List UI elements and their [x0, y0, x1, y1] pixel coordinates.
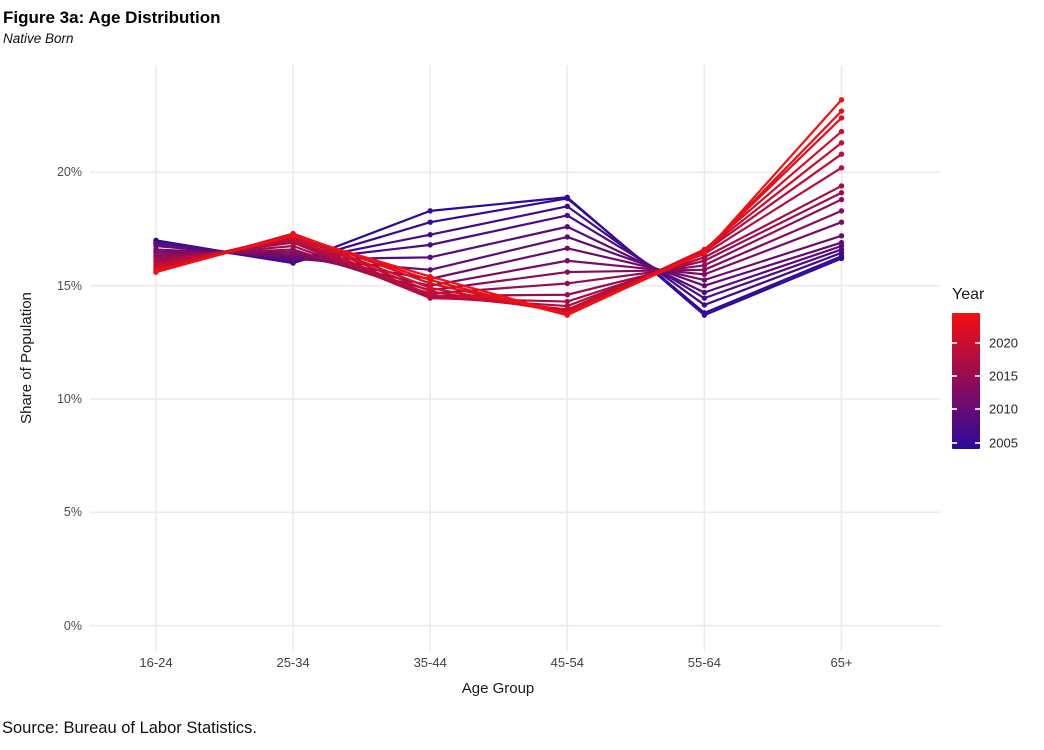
data-point: [838, 233, 845, 239]
x-tick-label: 25-34: [276, 655, 310, 670]
data-point: [564, 298, 570, 305]
data-point: [564, 311, 570, 317]
y-tick-label: 15%: [56, 278, 82, 293]
data-point: [838, 196, 845, 203]
data-point: [564, 212, 570, 219]
legend-tick-mark: [975, 375, 980, 377]
data-point: [427, 242, 433, 248]
x-tick-label: 35-44: [413, 655, 447, 670]
legend-tick-mark: [952, 441, 957, 444]
data-point: [838, 165, 845, 171]
data-point: [838, 190, 845, 196]
year-line-2023: [155, 99, 843, 316]
data-point: [427, 219, 433, 225]
year-line-2013: [155, 209, 842, 292]
data-point: [564, 203, 570, 210]
legend-tick-mark: [952, 341, 957, 344]
data-point: [427, 273, 433, 280]
data-point: [838, 151, 845, 157]
data-point: [427, 254, 433, 261]
year-line-2012: [155, 221, 842, 287]
data-point: [290, 233, 296, 239]
gridlines: [90, 65, 940, 651]
data-point: [701, 282, 708, 289]
legend-tick-mark: [975, 408, 980, 411]
data-point: [701, 302, 708, 308]
data-point: [564, 258, 570, 264]
data-point: [701, 295, 708, 301]
figure-title: Figure 3a: Age Distribution: [3, 8, 221, 27]
data-point: [701, 271, 708, 278]
data-point: [564, 292, 570, 298]
legend-tick-mark: [975, 441, 980, 444]
year-line-2011: [155, 234, 842, 282]
legend-year-label: 2020: [989, 335, 1018, 351]
legend-colorbar: [952, 313, 980, 449]
y-axis-title: Share of Population: [18, 292, 35, 424]
x-tick-label: 65+: [830, 655, 853, 670]
y-tick-label: 10%: [56, 392, 82, 407]
year-series-lines: [153, 97, 845, 318]
data-point: [838, 239, 845, 246]
data-point: [564, 195, 570, 202]
data-point: [153, 268, 159, 274]
data-point: [838, 128, 845, 135]
data-point: [564, 280, 570, 287]
source-note: Source: Bureau of Labor Statistics.: [2, 719, 257, 737]
x-axis-title: Age Group: [461, 680, 535, 697]
data-point: [838, 208, 845, 214]
data-point: [701, 250, 708, 256]
data-point: [564, 269, 570, 275]
data-point: [838, 108, 845, 114]
x-tick-label: 55-64: [687, 655, 722, 670]
legend-year-label: 2015: [989, 368, 1018, 384]
y-tick-label: 20%: [56, 165, 82, 180]
data-point: [838, 140, 845, 146]
data-point: [427, 267, 433, 273]
legend-year-label: 2005: [989, 435, 1018, 451]
data-point: [701, 277, 708, 283]
y-tick-label: 0%: [63, 618, 82, 633]
legend-year-label: 2010: [989, 401, 1018, 417]
year-line-2010: [155, 235, 842, 287]
legend-tick-mark: [952, 375, 957, 377]
legend-tick-mark: [975, 341, 980, 344]
data-point: [838, 183, 845, 189]
data-point: [838, 115, 845, 121]
data-point: [427, 231, 433, 238]
data-point: [427, 208, 433, 214]
data-point: [701, 267, 708, 273]
year-line-2009: [155, 225, 842, 294]
data-point: [838, 219, 845, 225]
legend-tick-mark: [952, 408, 957, 411]
year-line-2014: [155, 198, 842, 295]
figure-subtitle: Native Born: [3, 31, 74, 46]
data-point: [838, 97, 845, 103]
data-point: [564, 234, 570, 240]
data-point: [701, 310, 708, 316]
data-point: [564, 224, 570, 230]
data-point: [564, 245, 570, 251]
legend-title: Year: [952, 286, 985, 303]
data-point: [427, 285, 433, 291]
x-tick-label: 45-54: [550, 655, 584, 670]
data-point: [701, 262, 708, 268]
data-point: [701, 289, 708, 296]
y-tick-label: 5%: [63, 505, 82, 520]
x-tick-label: 16-24: [139, 655, 173, 670]
